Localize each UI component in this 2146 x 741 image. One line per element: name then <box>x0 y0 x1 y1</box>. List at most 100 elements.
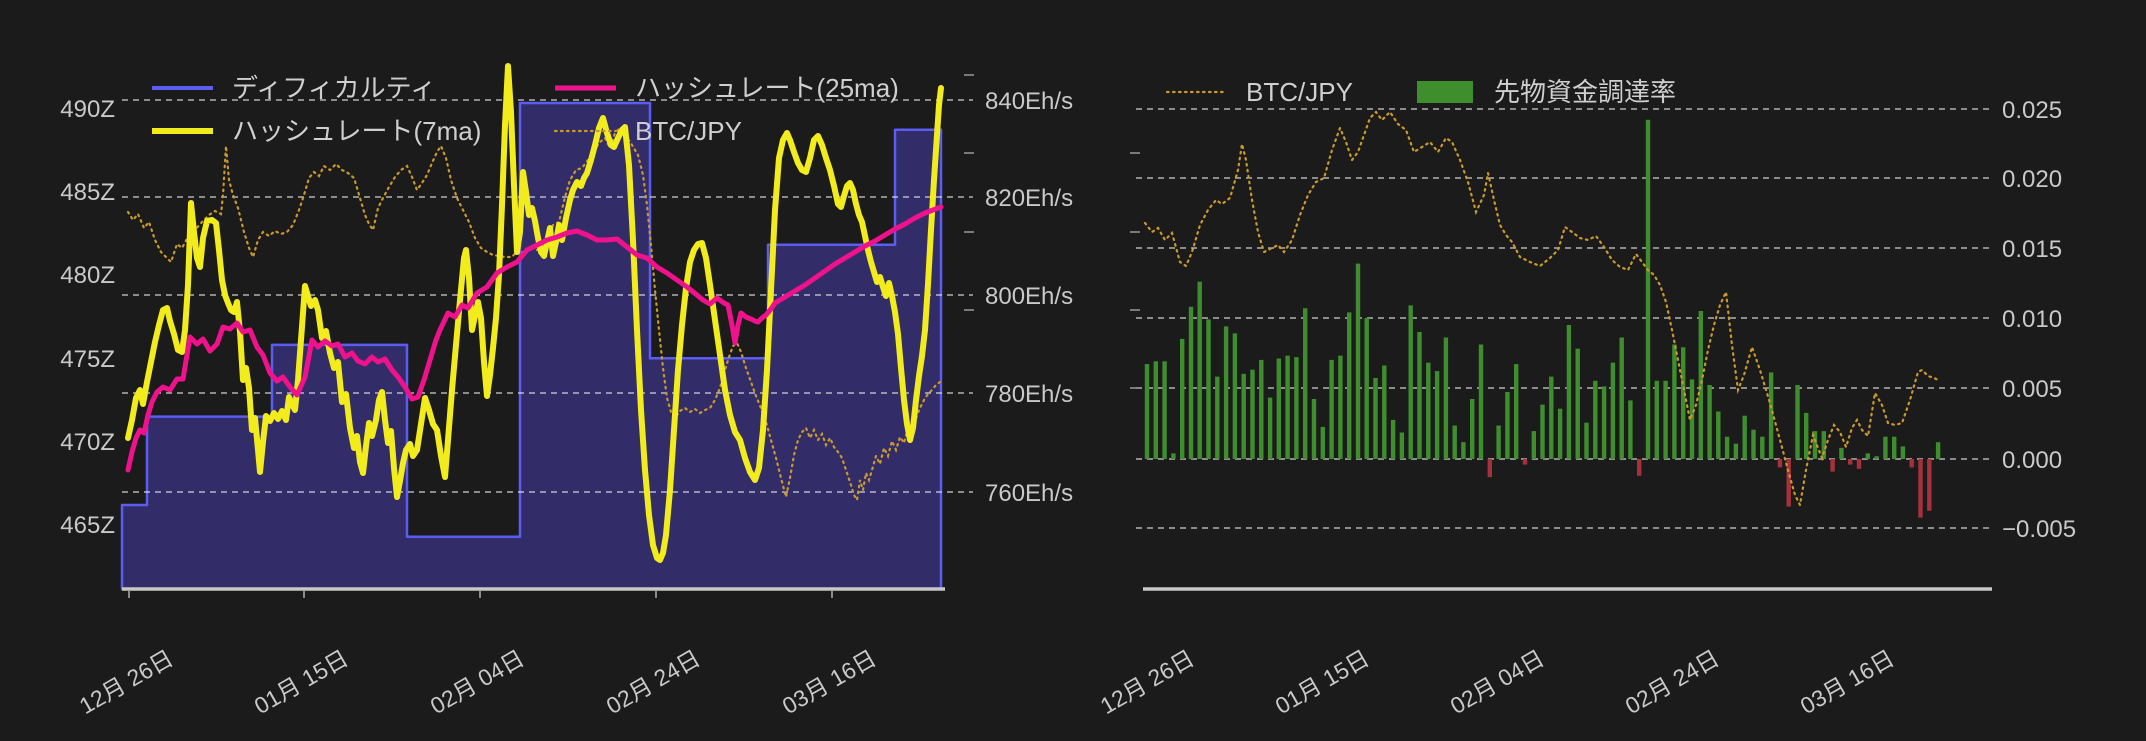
funding-bar <box>1426 362 1431 459</box>
funding-bar <box>1549 376 1554 459</box>
y-axis-right-tick-label: 800Eh/s <box>985 283 1073 310</box>
y-axis-right-tick-label: 0.005 <box>2002 376 2062 403</box>
legend-label: BTC/JPY <box>1246 77 1353 107</box>
legend-item[interactable]: 先物資金調達率 <box>1417 77 1676 107</box>
funding-bar <box>1689 379 1695 459</box>
legend-item[interactable]: BTC/JPY <box>1165 77 1353 107</box>
y-axis-left-tick-label: 485Z <box>60 179 115 206</box>
legend-item[interactable]: BTC/JPY <box>553 116 742 146</box>
funding-rate-bars <box>1144 119 1941 518</box>
funding-bar <box>1707 385 1712 459</box>
legend-label: BTC/JPY <box>635 116 742 146</box>
funding-bar <box>1760 436 1765 459</box>
funding-bar <box>1575 348 1580 459</box>
funding-bar <box>1408 305 1413 459</box>
funding-bar <box>1795 385 1800 459</box>
y-axis-left-tick-label: 480Z <box>60 262 115 289</box>
legend-item[interactable]: ハッシュレート(7ma) <box>152 116 481 146</box>
funding-bar <box>1874 456 1879 459</box>
legend-label: ハッシュレート(7ma) <box>232 116 481 146</box>
btcjpy-line <box>1143 110 1940 509</box>
legend-item[interactable]: ディフィカルティ <box>152 73 436 103</box>
funding-bar <box>1927 459 1932 511</box>
funding-bar <box>1566 325 1572 459</box>
funding-bar <box>1223 326 1229 459</box>
legend-label: ハッシュレート(25ma) <box>635 73 899 103</box>
funding-bar <box>1733 443 1739 459</box>
funding-bar <box>1698 311 1703 459</box>
funding-bar <box>1865 453 1870 459</box>
y-axis-right-tick-label: 840Eh/s <box>985 88 1073 115</box>
funding-bar <box>1777 459 1783 468</box>
y-axis-right-tick-label: 780Eh/s <box>985 381 1073 408</box>
funding-bar <box>1821 431 1826 459</box>
btcjpy-line <box>126 126 942 504</box>
funding-bar <box>1461 442 1466 459</box>
funding-bar <box>1856 459 1862 469</box>
funding-bar <box>1724 436 1730 459</box>
funding-bar <box>1294 357 1299 459</box>
y-axis-right-tick-label: 0.020 <box>2002 166 2062 193</box>
y-axis-right-tick-label: −0.005 <box>2002 516 2076 543</box>
funding-bar <box>1259 359 1264 459</box>
funding-bar <box>1522 459 1528 465</box>
funding-bar <box>1645 119 1651 460</box>
legend-label: ディフィカルティ <box>232 73 436 103</box>
funding-bar <box>1382 365 1387 459</box>
y-axis-left-tick-label: 470Z <box>60 429 115 456</box>
funding-bar <box>1557 408 1563 459</box>
funding-bar <box>1373 378 1378 459</box>
funding-bar <box>1188 306 1194 459</box>
y-axis-right-tick-label: 0.015 <box>2002 236 2062 263</box>
funding-bar <box>1681 347 1686 459</box>
funding-bar <box>1320 426 1325 459</box>
y-axis-right-tick-label: 0.025 <box>2002 97 2062 124</box>
funding-bar <box>1303 308 1308 459</box>
funding-bar <box>1329 359 1334 459</box>
funding-bar <box>1505 392 1510 459</box>
funding-bar <box>1742 415 1747 459</box>
funding-bar <box>1162 361 1167 459</box>
funding-bar <box>1267 397 1273 459</box>
funding-bar <box>1637 459 1642 476</box>
funding-bar <box>1215 376 1220 459</box>
funding-bar <box>1311 399 1317 459</box>
funding-bar <box>1839 447 1844 459</box>
funding-bar <box>1443 337 1449 459</box>
funding-bar <box>1241 373 1246 459</box>
funding-bar <box>1918 459 1923 518</box>
funding-bar <box>1830 459 1835 472</box>
funding-bar <box>1601 386 1607 459</box>
y-axis-right-tick-label: 0.000 <box>2002 447 2062 474</box>
funding-bar <box>1338 355 1343 459</box>
y-axis-right-tick-label: 0.010 <box>2002 306 2062 333</box>
funding-bar <box>1610 362 1616 459</box>
y-axis-left-tick-label: 475Z <box>60 346 115 373</box>
funding-bar <box>1250 369 1255 459</box>
funding-bar <box>1417 332 1422 459</box>
funding-bar <box>1470 399 1475 459</box>
funding-bar <box>1232 333 1238 459</box>
legend-item[interactable]: ハッシュレート(25ma) <box>555 73 899 103</box>
funding-bar <box>1883 436 1888 459</box>
funding-bar <box>1628 400 1633 459</box>
funding-bar <box>1452 425 1457 459</box>
hashrate-25ma-line <box>125 204 944 473</box>
funding-bar <box>1434 371 1440 459</box>
funding-bar <box>1514 364 1519 459</box>
funding-bar <box>1153 361 1158 459</box>
funding-bar <box>1812 431 1818 459</box>
funding-bar <box>1399 432 1405 459</box>
funding-bar <box>1496 425 1501 459</box>
funding-bar <box>1180 338 1185 459</box>
y-axis-left-tick-label: 465Z <box>60 512 115 539</box>
funding-bar <box>1672 344 1677 459</box>
funding-bar <box>1197 281 1202 459</box>
funding-bar <box>1663 380 1668 459</box>
y-axis-right-tick-label: 820Eh/s <box>985 185 1073 212</box>
funding-bar <box>1654 380 1659 459</box>
legend-label: 先物資金調達率 <box>1494 77 1676 107</box>
funding-bar <box>1531 431 1536 459</box>
funding-bar <box>1786 459 1791 507</box>
funding-bar <box>1285 355 1290 459</box>
